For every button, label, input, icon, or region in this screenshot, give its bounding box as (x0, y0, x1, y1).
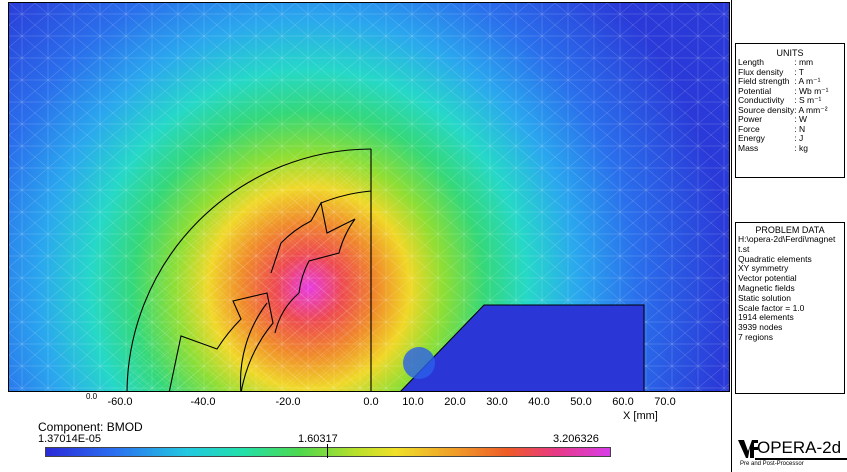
problem-data-line: 7 regions (738, 331, 773, 342)
logo-underline (755, 458, 847, 460)
x-tick: 0.0 (363, 396, 379, 408)
info-panel: UNITS Length: mm Flux density: T Field s… (731, 0, 847, 472)
opera-logo: OPERA-2d Pre and Post-Processor (735, 437, 847, 469)
units-row: Potential: Wb m⁻¹ (738, 85, 829, 96)
color-legend: Component: BMOD 1.37014E-05 1.60317 3.20… (8, 420, 730, 468)
x-axis-corner-label: 0.0 (86, 392, 98, 401)
problem-data-line: Quadratic elements (738, 253, 812, 264)
units-row: Mass: kg (738, 142, 808, 153)
x-tick: -20.0 (275, 396, 301, 408)
field-plot-canvas (9, 3, 729, 391)
units-title: UNITS (776, 48, 804, 58)
component-label: Component: BMOD (38, 420, 143, 434)
problem-data-line: Static solution (738, 292, 791, 303)
units-row: Conductivity: S m⁻¹ (738, 95, 822, 105)
problem-data-line: XY symmetry (738, 263, 789, 274)
legend-mid-tick (327, 444, 328, 458)
units-row: Length: mm (738, 57, 814, 67)
pole-piece-region (400, 304, 645, 391)
problem-data-line: 1914 elements (738, 312, 794, 323)
problem-data-line: 3939 nodes (738, 322, 783, 333)
x-tick: -40.0 (190, 396, 216, 408)
problem-data-line: t.st (738, 243, 750, 254)
vf-logo-icon (738, 440, 758, 458)
units-row: Force: N (738, 123, 806, 134)
problem-data-line: H:\opera-2d\Ferdi\magnet (738, 234, 836, 244)
units-row: Power: W (738, 114, 807, 124)
logo-subtitle: Pre and Post-Processor (740, 461, 804, 467)
units-row: Energy: J (738, 133, 804, 143)
x-tick: 60.0 (612, 396, 634, 408)
rotor-fine-mesh (127, 149, 371, 391)
x-tick: 30.0 (486, 396, 508, 408)
logo-name: OPERA-2d (757, 438, 842, 457)
x-tick: 20.0 (444, 396, 466, 408)
x-tick: 70.0 (654, 396, 676, 408)
x-tick: 50.0 (570, 396, 592, 408)
x-tick: -60.0 (107, 396, 133, 408)
units-row: Source density: A mm⁻² (738, 104, 828, 115)
legend-min-value: 1.37014E-05 (38, 433, 101, 445)
x-tick: 40.0 (528, 396, 550, 408)
legend-mid-value: 1.60317 (298, 433, 338, 445)
pole-corner-field (403, 347, 435, 379)
units-row: Flux density: T (738, 66, 804, 77)
color-scale-bar (45, 447, 611, 457)
problem-data-line: Scale factor = 1.0 (738, 302, 805, 313)
x-axis-label: X [mm] (623, 410, 658, 422)
problem-data-line: Vector potential (738, 273, 797, 284)
problem-data-line: Magnetic fields (738, 282, 795, 293)
units-row: Field strength: A m⁻¹ (738, 76, 821, 86)
problem-data-title: PROBLEM DATA (755, 225, 825, 235)
x-tick: 10.0 (402, 396, 424, 408)
units-box: UNITS Length: mm Flux density: T Field s… (735, 43, 845, 178)
units-table: Length: mm Flux density: T Field strengt… (738, 57, 829, 153)
legend-max-value: 3.206326 (553, 433, 599, 445)
x-axis: 0.0 -60.0 -40.0 -20.0 0.0 10.0 20.0 30.0… (8, 392, 730, 422)
geometry-outlines (126, 148, 372, 391)
field-plot[interactable] (8, 2, 730, 392)
problem-data-box: PROBLEM DATA H:\opera-2d\Ferdi\magnet t.… (735, 222, 845, 394)
outer-rotor-arc (126, 148, 372, 391)
